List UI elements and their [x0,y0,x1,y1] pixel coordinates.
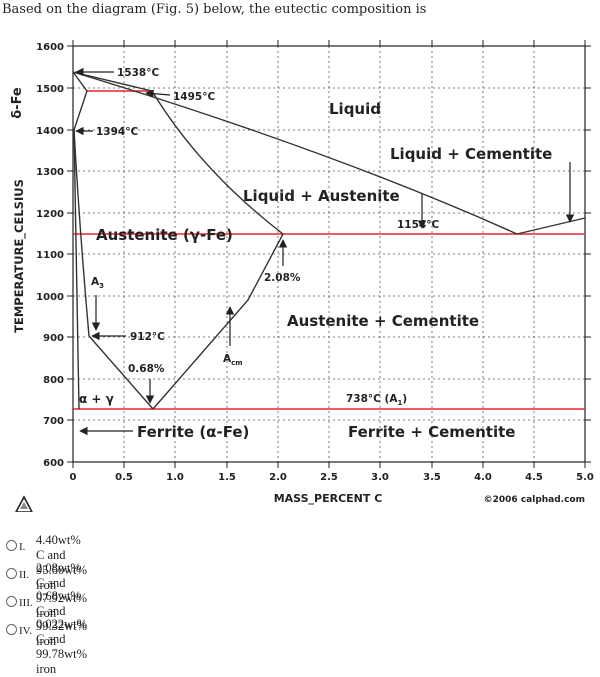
label-a3: A3 [91,276,104,290]
option-text: 2.08wt% C and 97.92wt% iron [36,561,88,620]
calphad-logo [15,495,33,512]
y-tick-label: 600 [43,458,64,469]
x-tick-label: 4.0 [474,472,492,483]
x-tick-label: 2.0 [269,472,287,483]
y-tick-label: 1200 [36,209,64,220]
x-tick-label: 1.5 [218,472,236,483]
region-ferrite-cementite: Ferrite + Cementite [348,423,515,441]
grid [73,46,585,462]
y-tick-label: 1100 [36,250,64,261]
option-number: I. [19,541,26,553]
x-tick-label: 0.5 [115,472,133,483]
label-912: 912°C [130,331,165,343]
radio-button[interactable] [6,624,17,635]
x-tick-label: 0 [70,472,77,483]
annotation-arrows [75,67,575,436]
x-axis-title: MASS_PERCENT C [274,492,383,505]
y-tick-label: 1000 [36,292,64,303]
x-tick-label: 1.0 [166,472,184,483]
label-208: 2.08% [264,272,301,284]
label-738: 738°C (A1) [346,393,407,407]
y-tick-label: 1400 [36,126,64,137]
option-text: 0.022wt% C and 99.78wt% iron [36,617,88,676]
region-austenite: Austenite (γ-Fe) [96,226,233,244]
invariant-lines [73,90,585,410]
region-liquid-austenite: Liquid + Austenite [243,187,400,205]
y-axis-title: TEMPERATURE_CELSIUS [12,179,27,333]
region-liquid-cementite: Liquid + Cementite [390,145,552,163]
y-tick-label: 1600 [36,42,64,53]
copyright-text: ©2006 calphad.com [484,495,585,505]
delta-fe-label: δ-Fe [10,87,25,119]
x-tick-label: 3.0 [371,472,389,483]
radio-button[interactable] [6,540,17,551]
label-068: 0.68% [128,363,165,375]
region-alpha-gamma: α + γ [79,392,114,406]
axis-ticks [67,40,591,468]
region-ferrite: Ferrite (α-Fe) [137,423,249,441]
label-1495: 1495°C [173,91,215,103]
option-text: 4.40wt% C and 95.60wt% iron [36,533,88,592]
x-tick-label: 3.5 [423,472,441,483]
y-tick-label: 1300 [36,167,64,178]
option-number: II. [19,569,30,581]
y-tick-label: 800 [43,375,64,386]
label-acm: Acm [223,353,243,367]
y-tick-label: 700 [43,416,64,427]
option-number: IV. [19,625,32,637]
option-text: 0.68wt% C and 99.32wt% iron [36,589,88,648]
label-1154: 1154°C [397,219,439,231]
option-number: III. [19,597,33,609]
x-tick-label: 5.0 [576,472,594,483]
x-tick-label: 4.5 [525,472,543,483]
radio-button[interactable] [6,596,17,607]
y-tick-label: 900 [43,333,64,344]
phase-diagram: 1600 1500 1400 1300 1200 1100 1000 900 8… [10,40,594,512]
x-tick-label: 2.5 [320,472,338,483]
radio-button[interactable] [6,568,17,579]
y-tick-label: 1500 [36,84,64,95]
phase-boundaries [72,71,586,410]
label-1394: 1394°C [96,126,138,138]
region-austenite-cementite: Austenite + Cementite [287,312,479,330]
region-liquid: Liquid [329,100,381,118]
label-1538: 1538°C [117,67,159,79]
question-text: Based on the diagram (Fig. 5) below, the… [2,2,427,17]
